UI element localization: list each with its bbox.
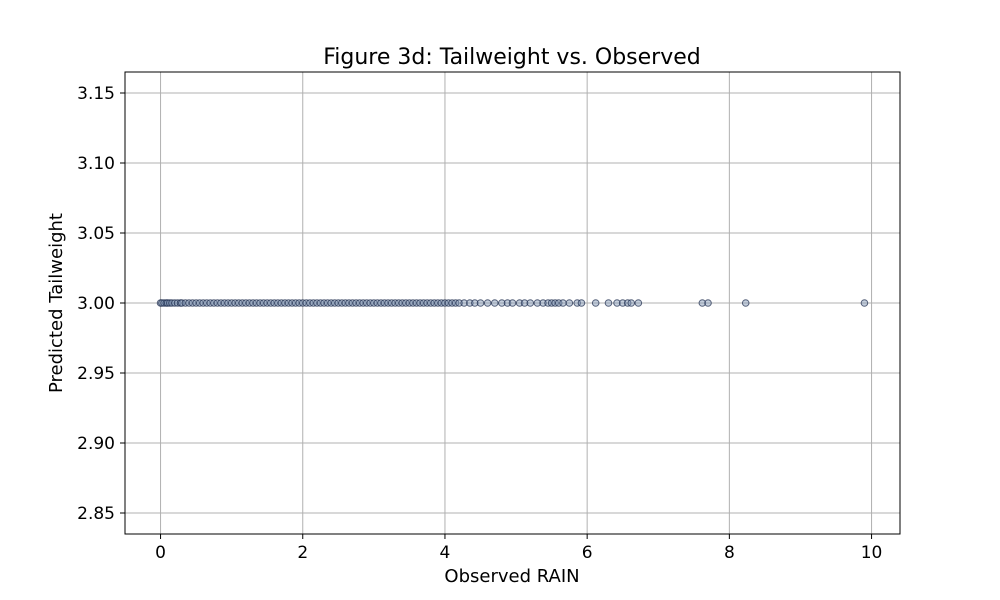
y-axis-ticks: 2.85 2.90 2.95 3.00 3.05 3.10 3.15 [77, 84, 125, 524]
data-point [613, 299, 621, 307]
data-point [483, 299, 492, 307]
data-point [627, 299, 636, 307]
data-point [490, 299, 499, 307]
x-tick-label: 8 [724, 543, 735, 563]
data-point [471, 299, 479, 307]
data-point [860, 299, 869, 307]
x-tick-label: 10 [861, 543, 883, 563]
x-tick-label: 4 [440, 543, 451, 563]
data-point [565, 299, 574, 307]
data-point [741, 299, 750, 307]
x-tick-label: 0 [155, 543, 166, 563]
data-point [704, 299, 712, 307]
data-points [156, 299, 869, 307]
chart-title: Figure 3d: Tailweight vs. Observed [323, 45, 701, 70]
x-tick-label: 6 [582, 543, 593, 563]
data-point [604, 299, 613, 307]
y-tick-label: 3.10 [77, 154, 115, 174]
x-axis-label: Observed RAIN [444, 566, 579, 587]
data-point [533, 299, 542, 307]
y-tick-label: 2.90 [77, 434, 115, 454]
data-point [591, 299, 600, 307]
data-point [577, 299, 586, 307]
data-point [526, 299, 535, 307]
y-tick-label: 3.05 [77, 224, 115, 244]
x-tick-label: 2 [297, 543, 308, 563]
grid [125, 72, 900, 534]
data-point [634, 299, 643, 307]
x-axis-ticks: 0 2 4 6 8 10 [155, 534, 882, 563]
y-tick-label: 3.15 [77, 84, 115, 104]
data-point [498, 299, 506, 307]
y-tick-label: 3.00 [77, 294, 115, 314]
data-point [559, 299, 567, 307]
data-point [460, 299, 468, 307]
data-point [520, 299, 529, 307]
data-point [698, 299, 707, 307]
data-point [476, 299, 485, 307]
y-tick-label: 2.85 [77, 504, 115, 524]
y-axis-label: Predicted Tailweight [46, 213, 67, 393]
y-tick-label: 2.95 [77, 364, 115, 384]
data-point [508, 299, 517, 307]
